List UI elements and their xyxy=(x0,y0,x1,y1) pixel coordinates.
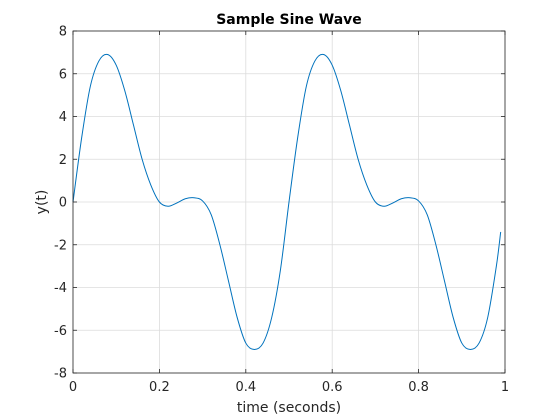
x-tick-label: 0.6 xyxy=(322,380,343,395)
y-tick-label: -4 xyxy=(54,281,67,296)
tick-marks xyxy=(72,30,506,374)
series-group xyxy=(72,53,502,350)
y-tick-label: 6 xyxy=(59,67,67,82)
x-axis-label: time (seconds) xyxy=(237,400,341,416)
y-tick-label: -2 xyxy=(54,238,67,253)
y-tick-label: -6 xyxy=(54,324,67,339)
x-tick-label: 0.2 xyxy=(149,380,170,395)
chart-title: Sample Sine Wave xyxy=(216,12,362,28)
y-tick-label: 8 xyxy=(59,25,67,40)
y-tick-label: 2 xyxy=(59,153,67,168)
y-tick-label: 4 xyxy=(59,110,67,125)
series-line xyxy=(72,53,502,350)
y-tick-label: -8 xyxy=(54,367,67,382)
x-tick-label: 0 xyxy=(69,380,77,395)
y-tick-labels: -8 -6 -4 -2 0 2 4 6 8 xyxy=(54,25,67,382)
y-axis-label: y(t) xyxy=(34,190,50,215)
x-tick-labels: 0 0.2 0.4 0.6 0.8 1 xyxy=(69,380,509,395)
x-tick-label: 1 xyxy=(501,380,509,395)
x-tick-label: 0.8 xyxy=(408,380,429,395)
y-tick-label: 0 xyxy=(59,196,67,211)
x-tick-label: 0.4 xyxy=(235,380,256,395)
